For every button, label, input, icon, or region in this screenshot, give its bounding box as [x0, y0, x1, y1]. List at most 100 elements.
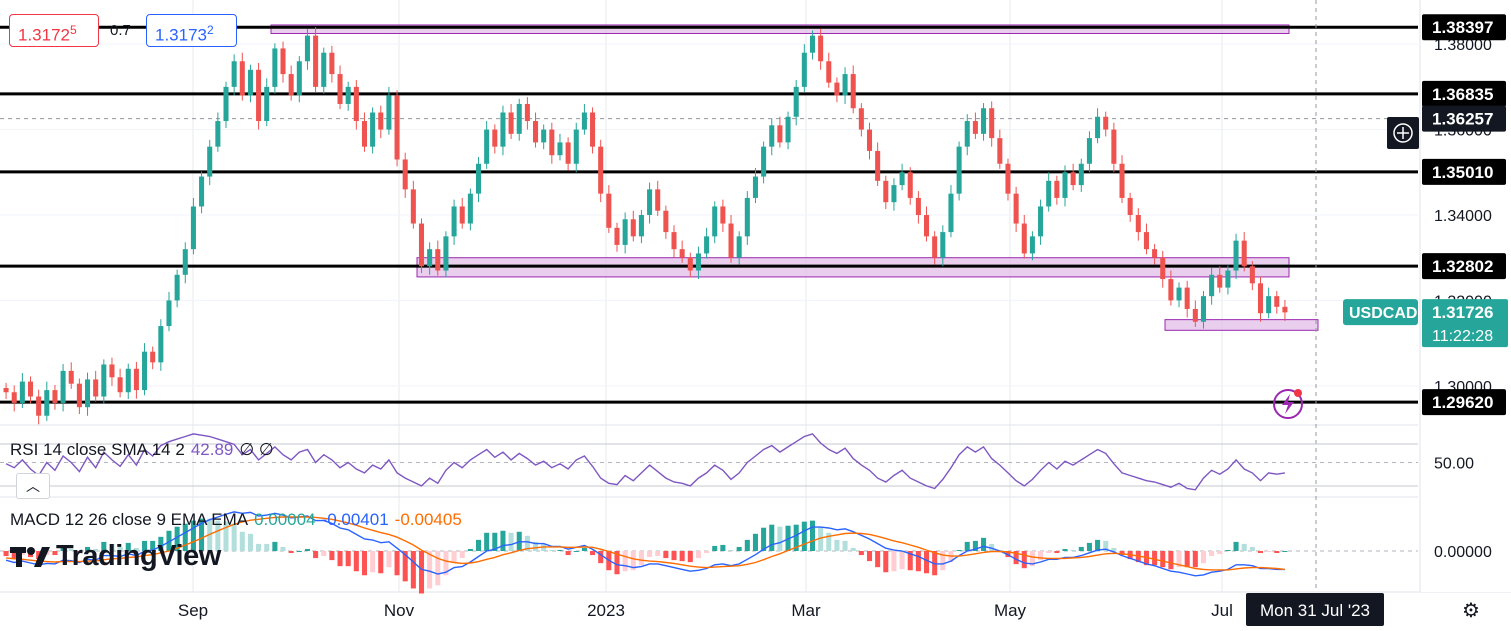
candle-body: [435, 249, 441, 271]
candle-body: [1111, 129, 1117, 164]
candle-body: [329, 52, 335, 75]
macd-level-label: 0.00000: [1434, 544, 1492, 561]
candle-body: [443, 236, 449, 271]
macd-histogram-bar: [940, 551, 946, 571]
candle-body: [1209, 274, 1215, 297]
rsi-pane: [0, 433, 1418, 491]
candle-body: [777, 125, 783, 143]
candle-body: [1168, 279, 1174, 301]
macd-histogram-bar: [443, 551, 449, 576]
candle-body: [1013, 193, 1019, 224]
lightning-bolt-icon: [1273, 389, 1303, 419]
time-tick-label: Sep: [178, 601, 208, 620]
macd-histogram-bar: [1021, 551, 1027, 569]
macd-histogram-bar: [1249, 546, 1255, 551]
bid-price-box[interactable]: 1.31725: [9, 14, 99, 47]
macd-histogram-bar: [109, 543, 115, 551]
candle-body: [1021, 223, 1027, 254]
macd-histogram-bar: [981, 537, 987, 551]
macd-legend-histogram: 0.00004: [254, 510, 316, 529]
candle-body: [117, 377, 123, 393]
candle-body: [1054, 180, 1060, 198]
macd-histogram-bar: [508, 532, 514, 551]
gear-icon[interactable]: ⚙: [1462, 600, 1480, 622]
macd-histogram-bar: [655, 551, 661, 557]
candle-body: [1005, 163, 1011, 194]
macd-histogram-bar: [60, 547, 66, 551]
macd-histogram-bar: [1192, 551, 1198, 568]
candle-body: [769, 125, 775, 147]
candle-body: [1184, 287, 1190, 309]
macd-histogram-bar: [915, 551, 921, 572]
macd-histogram-bar: [1062, 548, 1068, 551]
macd-histogram-bar: [1217, 551, 1223, 555]
level-label-box: [1422, 253, 1506, 280]
macd-histogram-bar: [524, 535, 530, 551]
candle-body: [712, 206, 718, 237]
crosshair-plus-icon[interactable]: [1387, 117, 1419, 149]
macd-histogram-bar: [573, 551, 579, 552]
rsi-legend-value: 42.89: [190, 440, 234, 459]
candle-body: [199, 176, 205, 207]
macd-histogram-bar: [744, 539, 750, 551]
macd-histogram-bar: [256, 543, 262, 551]
candle-body: [915, 197, 921, 215]
candle-body: [752, 176, 758, 198]
ask-price-box[interactable]: 1.31732: [146, 14, 237, 47]
macd-histogram-bar: [638, 551, 644, 566]
candle-body: [410, 189, 416, 224]
candle-body: [60, 370, 66, 403]
macd-histogram-bar: [1257, 551, 1264, 554]
candle-body: [842, 74, 848, 96]
macd-histogram-bar: [435, 551, 441, 586]
macd-histogram-bar: [52, 551, 58, 556]
collapse-pane-button[interactable]: ︿: [16, 473, 50, 499]
rsi-legend[interactable]: RSI 14 close SMA 14 2 42.89 ∅ ∅: [10, 440, 280, 460]
crosshair-date-label: Mon 31 Jul '23: [1260, 601, 1370, 620]
macd-histogram-bar: [1184, 551, 1190, 568]
candle-body: [190, 206, 196, 250]
candle-body: [3, 387, 9, 393]
macd-histogram-bar: [1168, 551, 1174, 570]
macd-histogram-bar: [834, 539, 840, 551]
macd-histogram-bar: [182, 523, 188, 551]
time-axis[interactable]: Sep Nov 2023 Mar May Jul Mon 31 Jul '23: [178, 593, 1384, 626]
candle-body: [272, 48, 278, 87]
candle-body: [1241, 240, 1247, 267]
macd-histogram-bar: [68, 548, 74, 551]
candle-body: [834, 82, 840, 96]
candle-body: [883, 180, 889, 203]
macd-histogram-bar: [842, 540, 848, 551]
candle-body: [1095, 116, 1101, 139]
tradingview-logo[interactable]: TradingView: [10, 540, 221, 573]
macd-histogram-bar: [720, 544, 726, 551]
macd-histogram-bar: [337, 551, 343, 567]
macd-histogram-bar: [280, 546, 286, 551]
macd-histogram-bar: [956, 549, 962, 551]
candle-body: [11, 392, 17, 403]
macd-histogram-bar: [866, 551, 873, 562]
macd-legend-macd: -0.00401: [321, 510, 389, 529]
bid-price-main: 1.3172: [18, 25, 70, 45]
macd-histogram-bar: [858, 551, 864, 556]
candle-body: [891, 185, 897, 203]
candle-body: [68, 370, 74, 384]
price-axis[interactable]: 1.380001.360001.340001.320001.300001.383…: [1343, 0, 1511, 592]
candle-body: [215, 121, 221, 147]
macd-histogram-bar: [1233, 541, 1239, 551]
time-tick-label: 2023: [587, 601, 625, 620]
candle-body: [866, 129, 873, 151]
macd-histogram-bar: [125, 542, 131, 551]
candle-body: [1062, 172, 1068, 198]
macd-legend[interactable]: MACD 12 26 close 9 EMA EMA 0.00004 -0.0040…: [10, 510, 468, 530]
macd-histogram-bar: [728, 549, 734, 551]
candle-body: [1192, 308, 1198, 322]
rsi-line: [5, 433, 1286, 491]
macd-histogram-bar: [964, 541, 970, 551]
candle-body: [133, 368, 139, 391]
candle-body: [207, 146, 213, 177]
macd-histogram-bar: [190, 520, 196, 551]
macd-histogram-bar: [1225, 549, 1231, 551]
time-tick-label: Jul: [1211, 601, 1233, 620]
